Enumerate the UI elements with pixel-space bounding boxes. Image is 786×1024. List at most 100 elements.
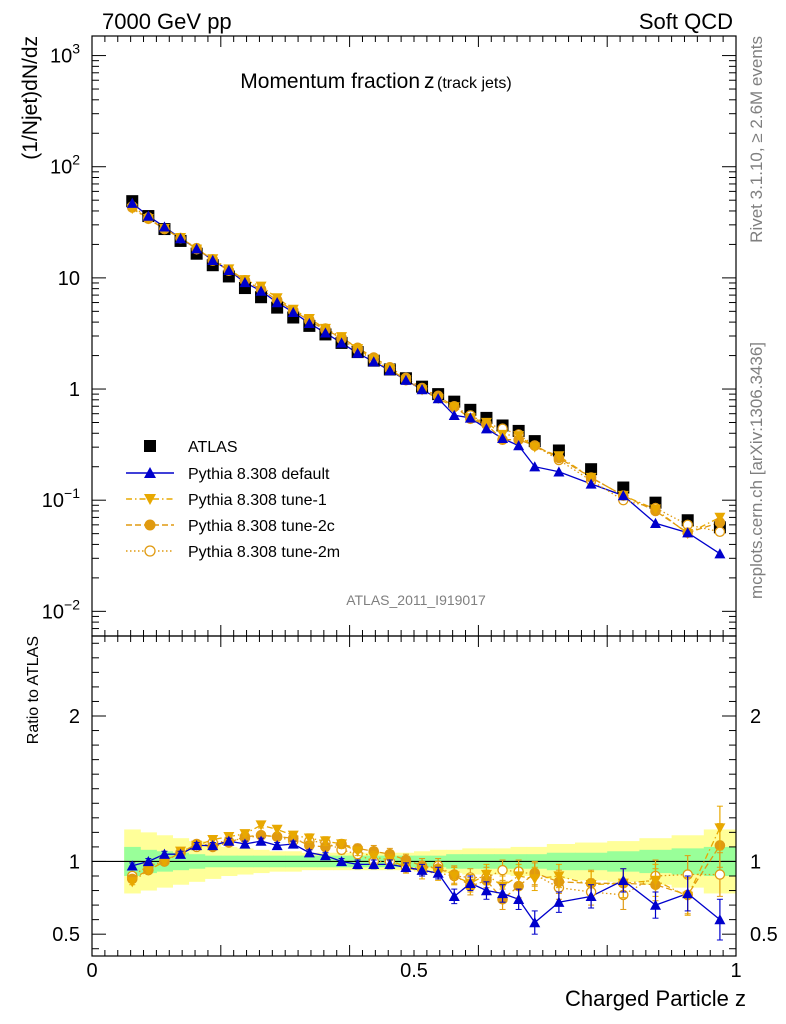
data-point <box>585 472 597 483</box>
data-point <box>553 896 565 907</box>
y-tick-label: 1 <box>69 851 80 873</box>
data-point <box>191 839 203 851</box>
data-point <box>336 839 348 850</box>
analysis-watermark: ATLAS_2011_I919017 <box>346 592 486 608</box>
data-point <box>142 210 154 221</box>
legend-entry-tune-2m: Pythia 8.308 tune-2m <box>126 544 340 561</box>
data-point <box>513 893 525 904</box>
data-point <box>432 867 444 878</box>
data-point <box>513 440 525 451</box>
data-point <box>617 481 630 494</box>
data-point <box>416 384 428 395</box>
data-point <box>352 347 364 358</box>
data-point <box>223 264 235 275</box>
data-point <box>480 417 492 428</box>
data-point <box>384 364 396 376</box>
main-panel: 10−2 10−1 1 10 102 103 Momentum fraction z (t… <box>19 35 737 637</box>
data-point <box>400 374 412 385</box>
data-point <box>650 504 661 515</box>
data-point <box>223 835 235 846</box>
ratio-axes: 0.5 0.5 1 1 2 2 0 0.5 1 <box>52 636 778 982</box>
data-point <box>585 463 598 476</box>
legend-label: Pythia 8.308 tune-1 <box>188 492 327 509</box>
data-point <box>207 254 219 265</box>
ratio-series-line <box>131 824 721 898</box>
data-point <box>271 297 283 308</box>
data-point <box>142 855 154 867</box>
data-point <box>480 885 492 896</box>
data-point <box>191 243 203 254</box>
plot-title-variable: z <box>424 70 435 93</box>
x-tick-label: 1 <box>730 960 741 982</box>
data-point <box>368 852 380 863</box>
data-point <box>320 841 331 853</box>
ratio-plot-area <box>92 805 737 941</box>
data-point <box>497 864 508 876</box>
ratio-frame <box>91 635 737 957</box>
data-point <box>319 327 331 338</box>
data-point <box>480 869 492 881</box>
data-point <box>287 838 299 849</box>
header-left: 7000 GeV pp <box>102 9 232 34</box>
series-line <box>131 206 721 534</box>
data-point <box>464 412 476 423</box>
data-point <box>650 517 661 528</box>
data-point <box>319 850 331 861</box>
y-tick-label-right: 2 <box>750 706 761 728</box>
data-point <box>529 874 541 885</box>
data-point <box>480 423 492 434</box>
data-point <box>319 836 331 847</box>
legend-label: Pythia 8.308 default <box>188 466 330 483</box>
data-point <box>682 887 694 899</box>
data-point <box>287 830 299 841</box>
data-point <box>287 306 299 317</box>
y-tick-label: 10 <box>58 268 80 290</box>
data-point <box>650 875 661 886</box>
data-point <box>368 858 380 870</box>
y-tick-label: 103 <box>50 41 80 68</box>
data-point <box>142 865 154 876</box>
rivet-annotation: Rivet 3.1.10, ≥ 2.6M events <box>747 36 766 243</box>
data-point <box>336 337 348 348</box>
data-point <box>126 197 138 208</box>
legend-label: ATLAS <box>188 439 238 456</box>
x-tick-label: 0.5 <box>400 960 428 982</box>
data-point <box>529 442 541 453</box>
legend-label: Pythia 8.308 tune-2m <box>188 544 340 561</box>
data-point <box>303 833 315 844</box>
data-point <box>158 221 170 232</box>
data-point <box>432 393 444 404</box>
mcplots-annotation: mcplots.cern.ch [arXiv:1306.3436] <box>747 342 766 599</box>
data-point <box>303 847 315 858</box>
data-point <box>336 855 348 867</box>
data-point <box>448 890 460 902</box>
data-point <box>352 858 364 870</box>
data-point <box>448 402 460 413</box>
data-point <box>368 356 380 367</box>
legend-entry-atlas: ATLAS <box>144 439 238 456</box>
data-point <box>650 899 661 910</box>
y-tick-label: 10−1 <box>42 485 80 512</box>
data-point <box>714 869 726 880</box>
data-point <box>175 233 187 244</box>
data-point <box>553 466 565 477</box>
data-point <box>714 512 726 523</box>
data-point <box>255 820 267 831</box>
data-point <box>497 887 509 899</box>
data-point <box>158 856 170 867</box>
y-tick-label-right: 1 <box>750 851 761 873</box>
legend: ATLAS Pythia 8.308 default Pythia 8.308 … <box>126 439 340 561</box>
y-tick-label-right: 0.5 <box>750 924 778 946</box>
series-line <box>131 208 721 535</box>
x-axis-label: Charged Particle z <box>565 986 746 1011</box>
data-point <box>497 432 509 444</box>
data-point <box>207 839 219 851</box>
data-point <box>513 871 525 882</box>
data-point <box>553 451 565 462</box>
main-plot-area <box>126 195 726 559</box>
data-point <box>352 846 364 857</box>
data-point <box>303 317 315 329</box>
data-point <box>336 332 348 343</box>
data-point <box>255 285 267 296</box>
